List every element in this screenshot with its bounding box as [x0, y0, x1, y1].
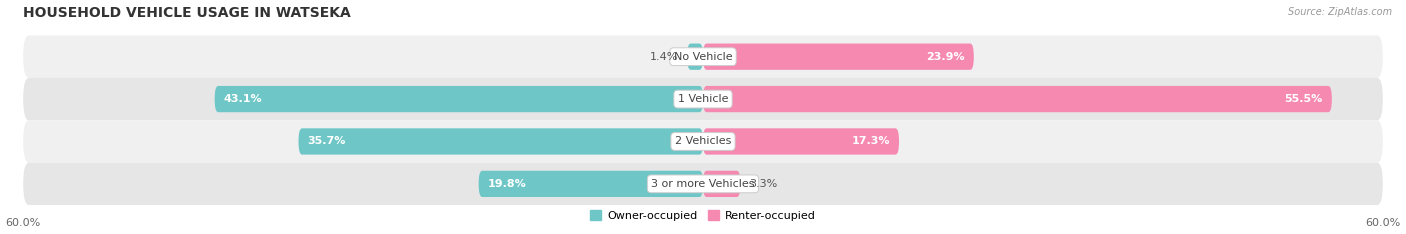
FancyBboxPatch shape	[22, 163, 1384, 205]
FancyBboxPatch shape	[703, 86, 1331, 112]
Text: 43.1%: 43.1%	[224, 94, 263, 104]
Text: 2 Vehicles: 2 Vehicles	[675, 136, 731, 146]
FancyBboxPatch shape	[298, 128, 703, 155]
Text: 3.3%: 3.3%	[749, 179, 778, 189]
FancyBboxPatch shape	[215, 86, 703, 112]
FancyBboxPatch shape	[22, 78, 1384, 120]
FancyBboxPatch shape	[703, 171, 741, 197]
Text: 35.7%: 35.7%	[308, 136, 346, 146]
FancyBboxPatch shape	[22, 36, 1384, 78]
Text: 19.8%: 19.8%	[488, 179, 526, 189]
FancyBboxPatch shape	[703, 44, 974, 70]
Legend: Owner-occupied, Renter-occupied: Owner-occupied, Renter-occupied	[586, 206, 820, 225]
Text: 1.4%: 1.4%	[650, 52, 678, 62]
Text: 3 or more Vehicles: 3 or more Vehicles	[651, 179, 755, 189]
FancyBboxPatch shape	[688, 44, 703, 70]
Text: 17.3%: 17.3%	[852, 136, 890, 146]
Text: 55.5%: 55.5%	[1285, 94, 1323, 104]
Text: 23.9%: 23.9%	[927, 52, 965, 62]
FancyBboxPatch shape	[478, 171, 703, 197]
Text: HOUSEHOLD VEHICLE USAGE IN WATSEKA: HOUSEHOLD VEHICLE USAGE IN WATSEKA	[22, 6, 351, 20]
FancyBboxPatch shape	[22, 120, 1384, 163]
Text: No Vehicle: No Vehicle	[673, 52, 733, 62]
FancyBboxPatch shape	[703, 128, 898, 155]
Text: Source: ZipAtlas.com: Source: ZipAtlas.com	[1288, 7, 1392, 17]
Text: 1 Vehicle: 1 Vehicle	[678, 94, 728, 104]
